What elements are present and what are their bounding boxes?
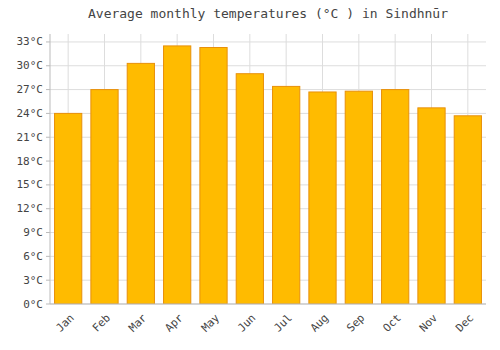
x-tick-label: Dec (453, 311, 476, 334)
x-tick-label: Jan (54, 311, 77, 334)
x-tick-label: Jun (235, 311, 258, 334)
y-grid-line (50, 65, 486, 66)
x-tick-label: Nov (417, 311, 441, 335)
chart: 0°C 3°C 6°C 9°C 12°C 15°C 18°C 21°C 24°C 27°C 30°C… (0, 0, 500, 350)
y-tick-label: 6°C (23, 250, 43, 263)
y-tick (46, 89, 50, 90)
y-tick-label: 33°C (17, 35, 44, 48)
axes: 0°C 3°C 6°C 9°C 12°C 15°C 18°C 21°C 24°C 27°C 30°C… (17, 34, 487, 335)
y-tick (46, 280, 50, 281)
y-grid-line (50, 304, 486, 305)
y-tick-label: 30°C (17, 59, 44, 72)
x-tick-label: Apr (163, 311, 187, 335)
bar (164, 46, 191, 304)
y-axis-line (50, 34, 51, 304)
x-tick-label: Jul (272, 311, 295, 334)
bar (200, 48, 227, 305)
title: Average monthly temperatures (°C ) in Si… (88, 6, 448, 21)
x-tick-label: Oct (381, 311, 404, 334)
y-tick-label: 3°C (23, 274, 43, 287)
bars (55, 46, 482, 304)
y-tick-label: 9°C (23, 226, 43, 239)
bar (382, 90, 409, 304)
bar (345, 91, 372, 304)
bar (273, 86, 300, 304)
y-tick (46, 161, 50, 162)
grid (50, 34, 486, 304)
x-tick-label: May (199, 311, 223, 335)
bar (55, 113, 82, 304)
y-tick (46, 113, 50, 114)
bar (127, 63, 154, 304)
bar (418, 108, 445, 304)
x-tick-label: Sep (344, 311, 367, 334)
y-tick (46, 232, 50, 233)
y-tick (46, 304, 50, 305)
bar (454, 116, 481, 304)
y-grid-line (50, 41, 486, 42)
bar (236, 74, 263, 304)
y-tick (46, 184, 50, 185)
y-tick (46, 208, 50, 209)
x-tick-label: Mar (126, 311, 150, 335)
y-tick (46, 137, 50, 138)
page: {"chart_data": {"type": "bar", "title": … (0, 0, 500, 350)
x-axis-line (50, 304, 486, 305)
x-tick-label: Aug (308, 311, 331, 334)
y-tick-label: 27°C (17, 83, 44, 96)
y-tick-label: 12°C (17, 202, 44, 215)
y-tick-label: 15°C (17, 178, 44, 191)
y-tick-label: 0°C (23, 298, 43, 311)
chart-container: 0°C 3°C 6°C 9°C 12°C 15°C 18°C 21°C 24°C 27°C 30°C… (0, 0, 500, 350)
x-tick-label: Feb (90, 311, 113, 334)
y-tick (46, 256, 50, 257)
y-tick-label: 18°C (17, 155, 44, 168)
y-tick-label: 21°C (17, 131, 44, 144)
bar (91, 90, 118, 304)
y-tick (46, 65, 50, 66)
y-tick (46, 41, 50, 42)
bar (309, 92, 336, 304)
y-tick-label: 24°C (17, 107, 44, 120)
